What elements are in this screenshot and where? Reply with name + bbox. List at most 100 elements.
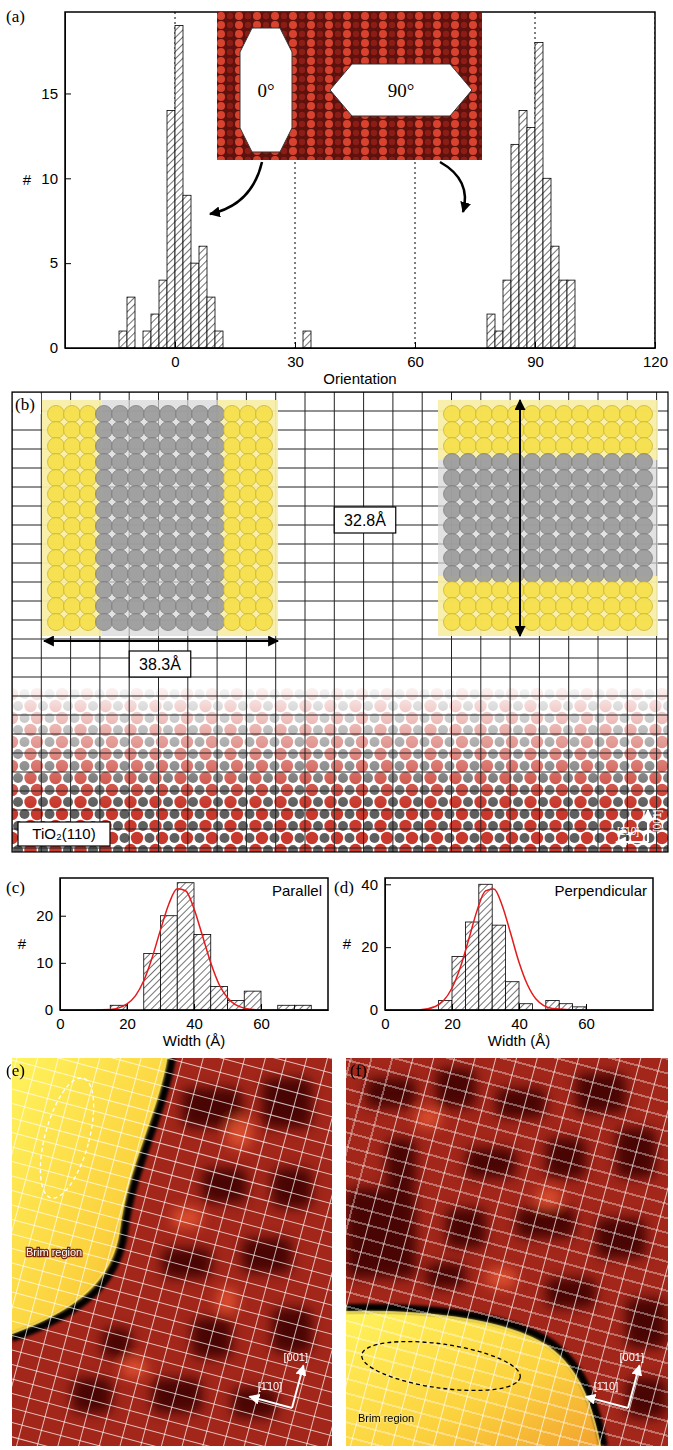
bar xyxy=(161,916,178,1010)
atom xyxy=(227,94,233,100)
tick-label: 40 xyxy=(511,1015,528,1032)
tick-mark xyxy=(385,1010,391,1011)
atom xyxy=(425,31,431,37)
atom xyxy=(235,30,243,38)
atom xyxy=(469,120,477,128)
atom xyxy=(379,120,387,128)
atom xyxy=(48,550,65,567)
atom xyxy=(335,67,341,73)
atom xyxy=(240,534,257,551)
atom xyxy=(443,22,449,28)
tick: 10 xyxy=(36,954,66,971)
atom xyxy=(588,534,605,551)
pointer-arrow xyxy=(210,162,262,214)
atom xyxy=(325,30,333,38)
atom xyxy=(620,470,637,487)
atom xyxy=(588,502,605,519)
atom xyxy=(397,120,405,128)
atom xyxy=(361,30,369,38)
tick-mark xyxy=(535,342,536,348)
atom xyxy=(289,156,297,160)
atom xyxy=(425,139,431,145)
tick-label: 60 xyxy=(253,1015,270,1032)
atom xyxy=(556,406,573,423)
atom xyxy=(176,454,193,471)
tick-label: 0 xyxy=(381,1015,389,1032)
atom xyxy=(227,49,233,55)
dark-spot xyxy=(272,1168,312,1208)
atom xyxy=(64,598,81,615)
axis-line xyxy=(61,1010,329,1011)
atom xyxy=(604,598,621,615)
atom xyxy=(263,13,269,19)
atom xyxy=(433,138,441,146)
atom xyxy=(96,470,113,487)
atom xyxy=(433,21,441,29)
atom xyxy=(604,454,621,471)
atom xyxy=(636,470,653,487)
atom xyxy=(317,148,323,154)
atom xyxy=(335,130,341,136)
tick-mark xyxy=(655,342,656,348)
atom xyxy=(588,566,605,583)
atom xyxy=(476,582,493,599)
atom xyxy=(224,566,241,583)
atom xyxy=(476,518,493,535)
stm-image: Brim region[001][1̄10] xyxy=(0,656,673,1450)
atom xyxy=(192,582,209,599)
atom xyxy=(479,85,482,91)
atom xyxy=(492,582,509,599)
plot-area xyxy=(60,883,328,1010)
atom xyxy=(572,534,589,551)
atom xyxy=(451,138,459,146)
atom xyxy=(492,598,509,615)
atom xyxy=(64,406,81,423)
tick-label: 15 xyxy=(41,85,58,102)
atom xyxy=(320,833,330,843)
atom xyxy=(112,550,129,567)
grid-line xyxy=(12,1305,332,1446)
atom xyxy=(443,40,449,46)
grid-line xyxy=(12,715,668,716)
x-axis: 0 20 40 60 xyxy=(381,1004,653,1032)
atom xyxy=(231,832,243,844)
atom xyxy=(397,48,405,56)
tick: 20 xyxy=(361,938,391,955)
atom xyxy=(407,49,413,55)
atom xyxy=(620,502,637,519)
atom xyxy=(240,470,257,487)
atom xyxy=(556,614,573,631)
atom xyxy=(325,120,333,128)
atom xyxy=(160,550,177,567)
atom xyxy=(444,470,461,487)
atom xyxy=(572,470,589,487)
atom xyxy=(307,21,315,29)
grid-line xyxy=(12,1386,332,1446)
atom xyxy=(636,438,653,455)
grid-line xyxy=(199,1058,332,1446)
atom xyxy=(317,49,323,55)
atom xyxy=(540,438,557,455)
atom xyxy=(217,21,225,29)
tick: 20 xyxy=(444,1004,461,1032)
atom xyxy=(128,470,145,487)
atom xyxy=(469,156,477,160)
atom xyxy=(281,832,293,844)
atom xyxy=(48,518,65,535)
atom xyxy=(299,157,305,160)
atom xyxy=(406,832,418,844)
direction-arrow xyxy=(647,810,649,842)
atom xyxy=(217,156,225,160)
atom xyxy=(425,148,431,154)
atom xyxy=(256,832,268,844)
atom xyxy=(444,454,461,471)
atom xyxy=(492,422,509,439)
tick-label: 0 xyxy=(370,1001,378,1018)
tick: 60 xyxy=(578,1004,595,1032)
atom xyxy=(307,120,315,128)
atom xyxy=(444,582,461,599)
atom xyxy=(572,406,589,423)
grid-line xyxy=(12,1116,332,1354)
atom xyxy=(224,470,241,487)
atom xyxy=(460,438,477,455)
